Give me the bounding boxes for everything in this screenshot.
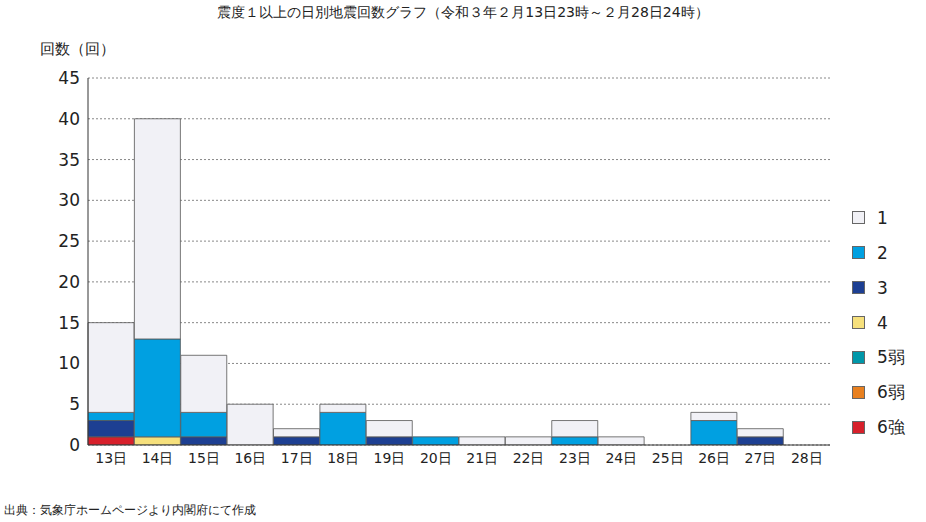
html-text:5弱: 5弱	[877, 347, 905, 367]
html-text:1: 1	[877, 207, 888, 228]
svg-text:23日: 23日	[559, 450, 591, 466]
svg-text:21日: 21日	[466, 450, 498, 466]
svg-text:40: 40	[58, 109, 80, 129]
html-text:6弱: 6弱	[877, 382, 905, 402]
svg-text:14日: 14日	[142, 450, 174, 466]
html-text:6強: 6強	[877, 417, 905, 437]
svg-text:22日: 22日	[513, 450, 545, 466]
html-text:3: 3	[877, 277, 888, 298]
svg-text:16日: 16日	[234, 450, 266, 466]
svg-text:28日: 28日	[791, 450, 823, 466]
html-text:2: 2	[877, 242, 888, 263]
svg-text:30: 30	[58, 190, 80, 210]
svg-text:26日: 26日	[698, 450, 730, 466]
svg-text:5: 5	[69, 394, 80, 414]
svg-text:27日: 27日	[745, 450, 777, 466]
svg-text:24日: 24日	[605, 450, 637, 466]
svg-text:25日: 25日	[652, 450, 684, 466]
svg-text:15: 15	[58, 313, 80, 333]
svg-text:18日: 18日	[327, 450, 359, 466]
svg-text:20日: 20日	[420, 450, 452, 466]
svg-text:45: 45	[58, 68, 80, 88]
html-text:出典：気象庁ホームページより内閣府にて作成: 出典：気象庁ホームページより内閣府にて作成	[4, 503, 256, 517]
svg-text:35: 35	[58, 150, 80, 170]
svg-text:25: 25	[58, 231, 80, 251]
html-text:4: 4	[877, 312, 888, 333]
svg-text:20: 20	[58, 272, 80, 292]
html-text:回数（回）: 回数（回）	[40, 40, 115, 58]
svg-text:13日: 13日	[95, 450, 127, 466]
svg-text:19日: 19日	[374, 450, 406, 466]
svg-text:10: 10	[58, 353, 80, 373]
svg-text:15日: 15日	[188, 450, 220, 466]
svg-text:17日: 17日	[281, 450, 313, 466]
svg-text:0: 0	[69, 435, 80, 455]
html-text:震度１以上の日別地震回数グラフ（令和３年２月13日23時～２: 震度１以上の日別地震回数グラフ（令和３年２月13日23時～２月28日24時）	[217, 4, 709, 20]
